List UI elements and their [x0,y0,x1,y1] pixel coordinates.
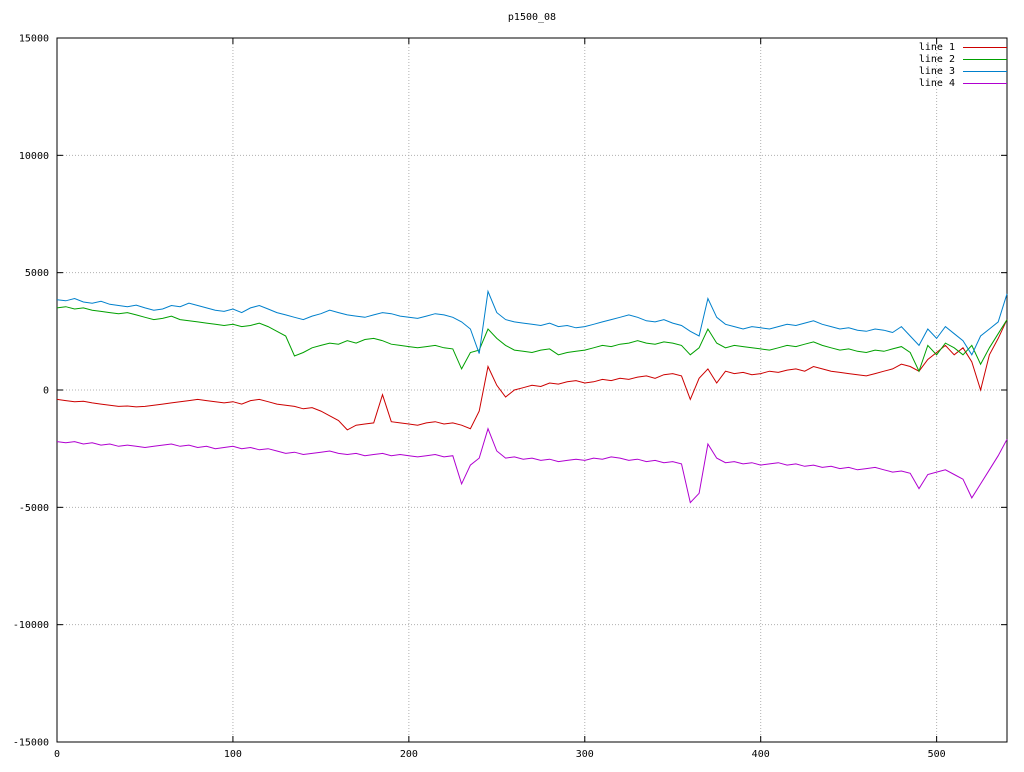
series-line-2 [56,306,1008,373]
legend-line-sample [963,82,1007,84]
y-tick-label: -15000 [13,738,49,749]
series-line-3 [56,289,1008,356]
legend-line-sample [963,70,1007,72]
y-tick-label: -5000 [19,503,49,514]
series-line-4 [56,427,1008,504]
legend-item: line 1 [919,41,1007,53]
legend-label: line 1 [918,41,955,53]
legend-label: line 2 [918,53,955,65]
legend-item: line 4 [919,77,1007,89]
x-tick-label: 500 [928,749,946,760]
y-tick-label: -10000 [13,620,49,631]
x-tick-label: 0 [54,749,60,760]
legend-item: line 3 [919,65,1007,77]
legend-line-sample [963,58,1007,60]
x-tick-label: 400 [752,749,770,760]
x-tick-label: 100 [224,749,242,760]
legend: line 1 line 2 line 3 line 4 [919,41,1007,89]
legend-label: line 4 [918,77,955,89]
legend-item: line 2 [919,53,1007,65]
x-tick-label: 200 [400,749,418,760]
y-tick-label: 0 [43,386,49,397]
y-tick-label: 10000 [19,151,49,162]
y-tick-label: 5000 [25,268,49,279]
series-line-1 [56,319,1008,431]
legend-line-sample [963,46,1007,48]
y-tick-label: 15000 [19,34,49,45]
legend-label: line 3 [918,65,955,77]
x-tick-label: 300 [576,749,594,760]
chart-title: p1500_08 [507,12,557,23]
